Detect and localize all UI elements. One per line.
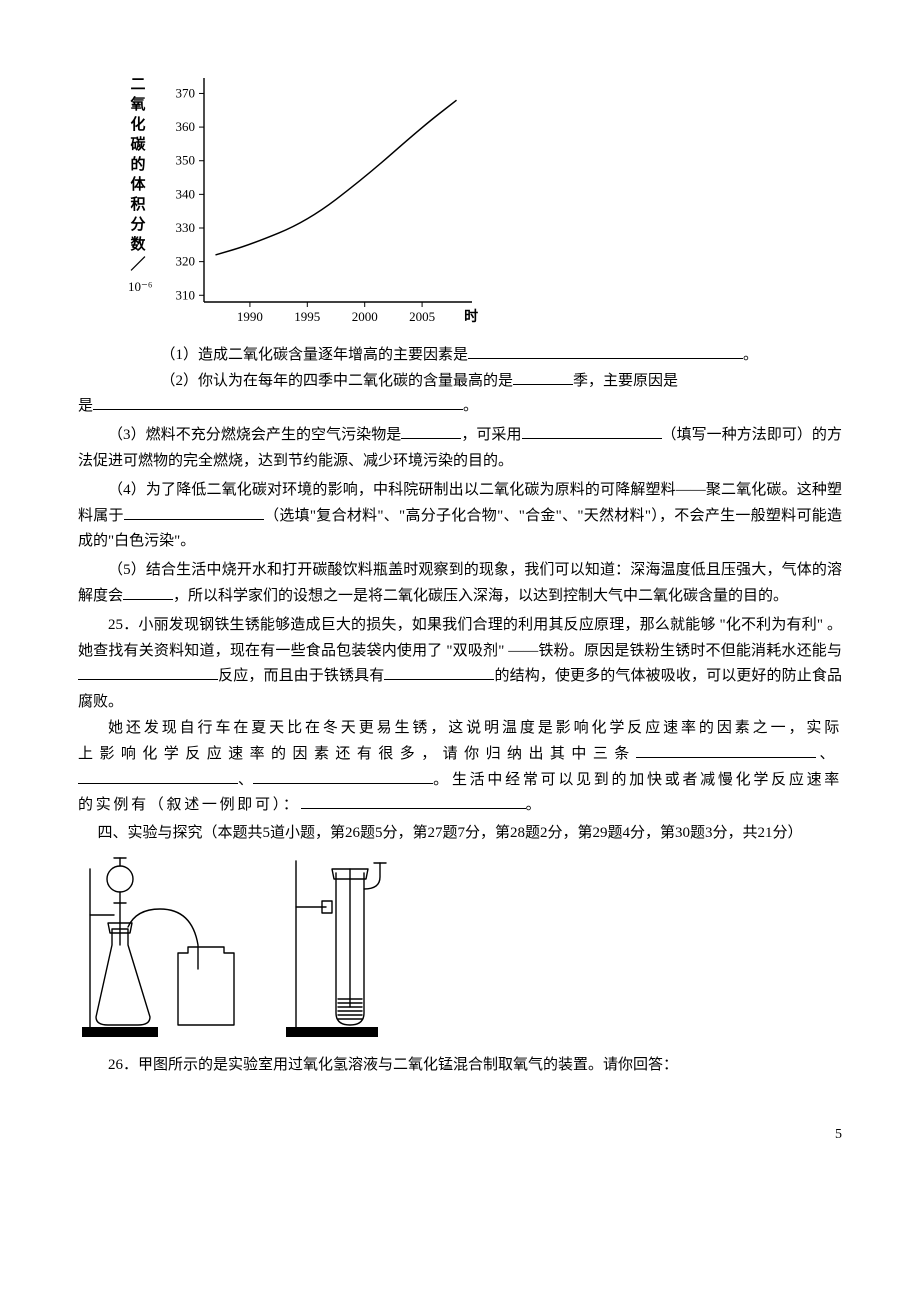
question-4: （4）为了降低二氧化碳对环境的影响，中科院研制出以二氧化碳为原料的可降解塑料——… [78, 478, 842, 555]
question-25-p2: 她还发现自行车在夏天比在冬天更易生锈，这说明温度是影响化学反应速率的因素之一，实… [78, 716, 842, 819]
svg-text:二: 二 [130, 77, 145, 93]
svg-text:化: 化 [130, 115, 145, 133]
q25-blank-3 [636, 757, 816, 758]
q25-e: 生活中经常可以见到的加快或者减慢化学反应速率的实例有（叙述一例即可）： [78, 772, 842, 814]
q1-text: （1）造成二氧化碳含量逐年增高的主要因素是 [161, 347, 469, 363]
svg-text:340: 340 [176, 186, 196, 201]
q25-c: 的结构，使更多的气体被吸收，可以更好的防止食品腐败。 [78, 668, 842, 710]
question-26: 26．甲图所示的是实验室用过氧化氢溶液与二氧化锰混合制取氧气的装置。请你回答： [78, 1053, 842, 1079]
svg-text:的: 的 [130, 155, 145, 173]
question-2: （2）你认为在每年的四季中二氧化碳的含量最高的是 季，主要原因是 是 。 [78, 369, 842, 421]
question-25: 25．小丽发现钢铁生锈能够造成巨大的损失，如果我们合理的利用其反应原理，那么就能… [78, 613, 842, 716]
svg-text:2005: 2005 [409, 309, 435, 324]
q25-end2: 。 [526, 797, 541, 813]
svg-text:时间: 时间 [464, 308, 478, 325]
svg-text:2000: 2000 [352, 309, 378, 324]
q4-blank [124, 519, 264, 520]
svg-text:碳: 碳 [130, 135, 146, 153]
svg-text:体: 体 [130, 175, 146, 193]
q2-blank-1 [513, 384, 573, 385]
svg-text:360: 360 [176, 119, 196, 134]
q5-blank [123, 599, 173, 600]
svg-text:分: 分 [130, 216, 145, 233]
svg-text:330: 330 [176, 220, 196, 235]
q4-b: （选填"复合材料"、"高分子化合物"、"合金"、"天然材料"），不会产生一般塑料… [78, 508, 842, 550]
svg-text:数: 数 [130, 235, 146, 253]
svg-text:310: 310 [176, 287, 196, 302]
q1-end: 。 [743, 347, 758, 363]
q2-b: 季，主要原因是 [573, 373, 678, 389]
q25-blank-4 [78, 783, 238, 784]
q5-b: ，所以科学家们的设想之一是将二氧化碳压入深海，以达到控制大气中二氧化碳含量的目的… [173, 588, 788, 604]
svg-text:积: 积 [130, 195, 145, 213]
q26-a: 26．甲图所示的是实验室用过氧化氢溶液与二氧化锰混合制取氧气的装置。请你回答： [108, 1057, 678, 1073]
q25-d: 她还发现自行车在夏天比在冬天更易生锈，这说明温度是影响化学反应速率的因素之一，实… [78, 720, 842, 762]
apparatus-svg [74, 849, 392, 1043]
q3-a: （3）燃料不充分燃烧会产生的空气污染物是 [108, 427, 401, 443]
q3-blank-2 [522, 438, 662, 439]
q1-blank [468, 358, 743, 359]
svg-text:／: ／ [130, 255, 145, 273]
q25-blank-5 [253, 783, 433, 784]
question-5: （5）结合生活中烧开水和打开碳酸饮料瓶盖时观察到的现象，我们可以知道：深海温度低… [78, 558, 842, 610]
question-1: （1）造成二氧化碳含量逐年增高的主要因素是 。 [78, 343, 842, 369]
q3-b: ，可采用 [461, 427, 521, 443]
q25-blank-1 [78, 679, 218, 680]
q2-blank-2 [93, 409, 463, 410]
q2-cont: 是 [78, 398, 93, 414]
q25-a: 25．小丽发现钢铁生锈能够造成巨大的损失，如果我们合理的利用其反应原理，那么就能… [78, 617, 842, 659]
svg-text:氧: 氧 [129, 95, 145, 113]
svg-text:1990: 1990 [237, 309, 263, 324]
q25-b: 反应，而且由于铁锈具有 [218, 668, 384, 684]
section-4-text: 四、实验与探究（本题共5道小题，第26题5分，第27题7分，第28题2分，第29… [98, 825, 803, 841]
page-number: 5 [78, 1123, 842, 1147]
q25-sep2: 、 [238, 772, 253, 788]
q25-end1: 。 [433, 772, 448, 788]
svg-text:370: 370 [176, 85, 196, 100]
question-3: （3）燃料不充分燃烧会产生的空气污染物是，可采用（填写一种方法即可）的方法促进可… [78, 423, 842, 475]
svg-text:350: 350 [176, 153, 196, 168]
q25-sep1: 、 [816, 746, 839, 762]
q3-blank-1 [401, 438, 461, 439]
section-4-heading: 四、实验与探究（本题共5道小题，第26题5分，第27题7分，第28题2分，第29… [78, 821, 842, 847]
q2-a: （2）你认为在每年的四季中二氧化碳的含量最高的是 [161, 373, 514, 389]
svg-text:10⁻⁶: 10⁻⁶ [128, 279, 152, 294]
q2-end: 。 [463, 398, 478, 414]
svg-text:320: 320 [176, 254, 196, 269]
svg-text:1995: 1995 [294, 309, 320, 324]
chart-svg: 310 320 330 340 350 360 370 1990 1995 2000 2005 时间 二… [118, 74, 478, 330]
co2-chart: 310 320 330 340 350 360 370 1990 1995 2000 2005 时间 二… [118, 74, 842, 340]
apparatus-figure [74, 849, 842, 1053]
q25-blank-6 [301, 808, 526, 809]
q25-blank-2 [384, 679, 494, 680]
